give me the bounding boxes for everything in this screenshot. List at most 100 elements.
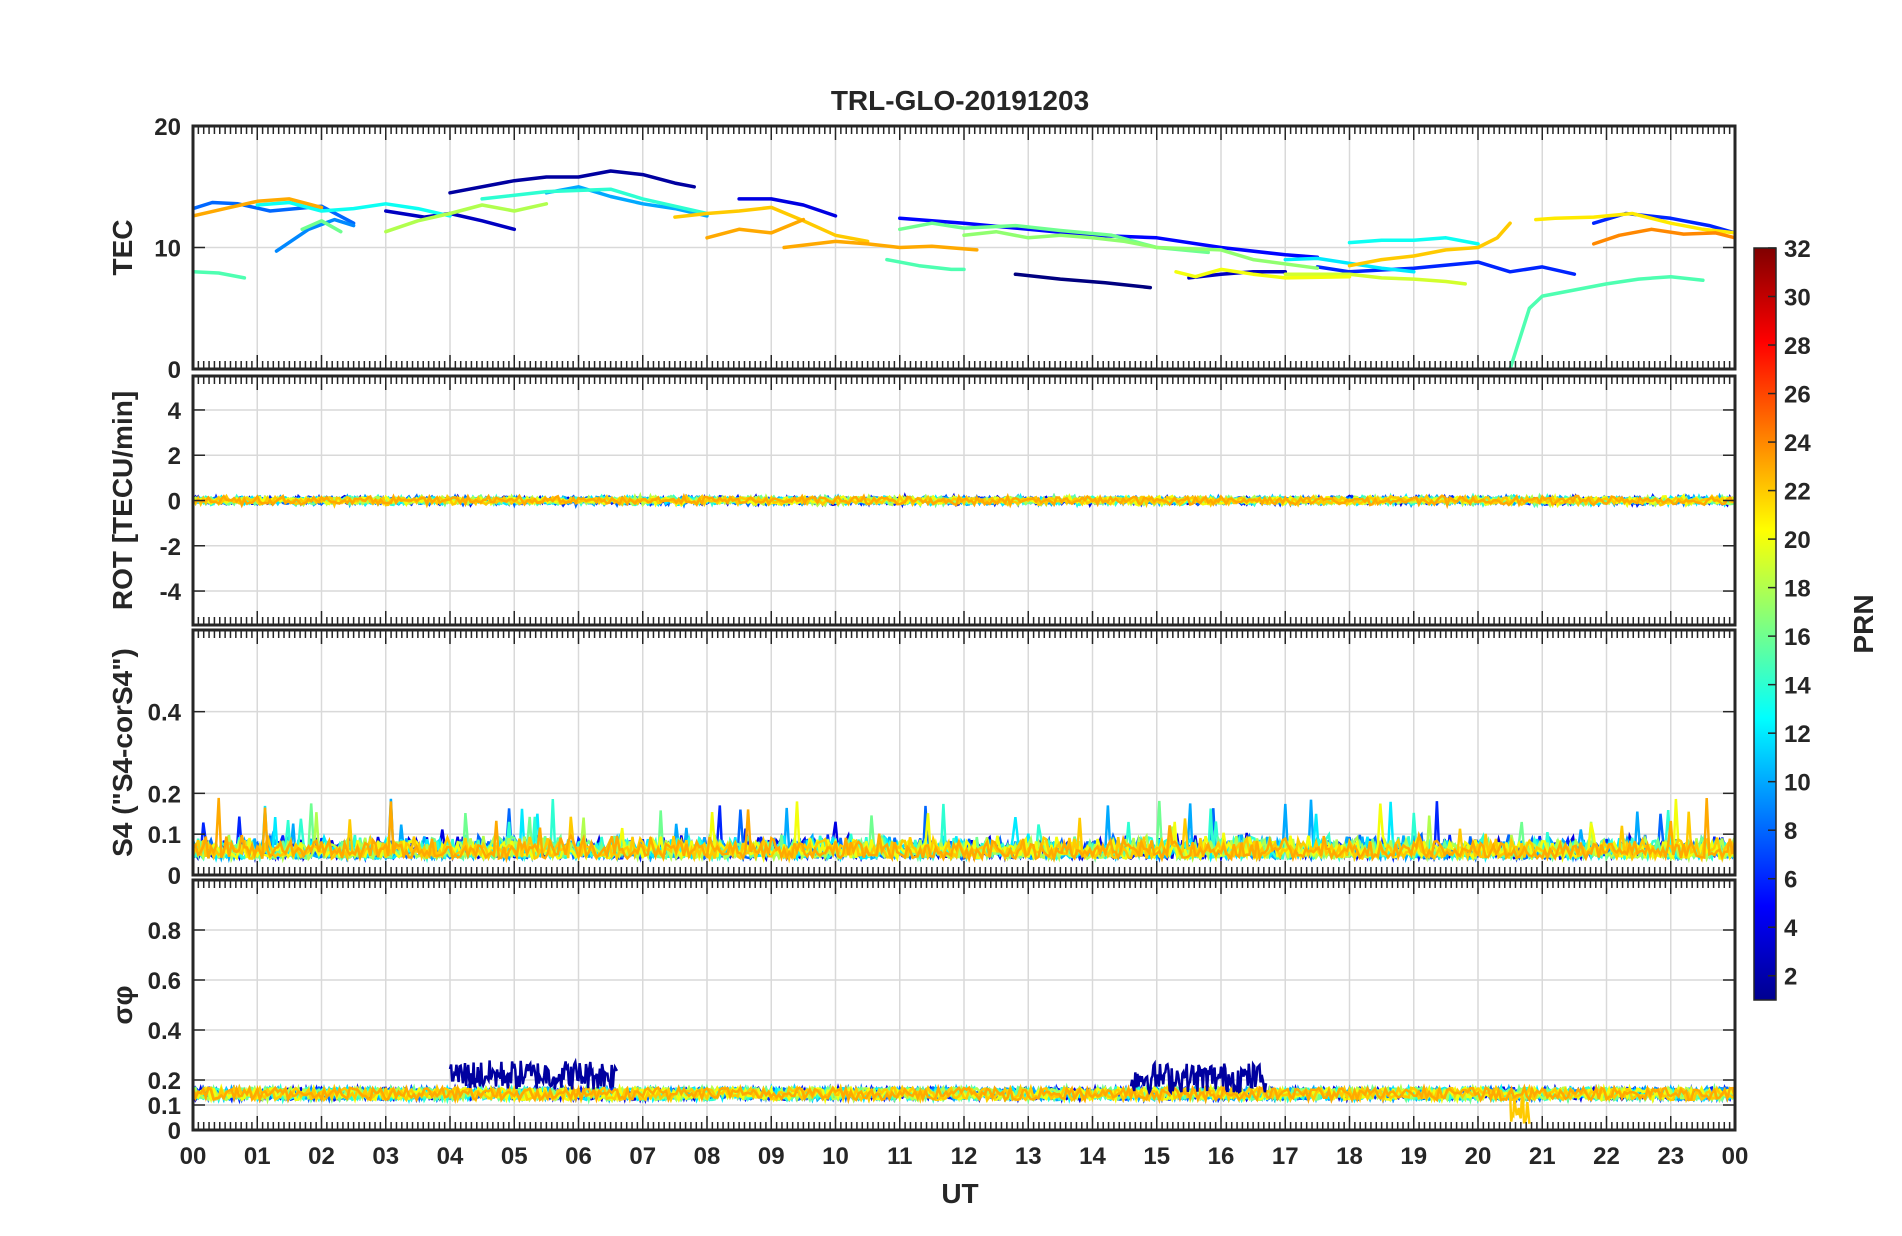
x-tick-label: 19 bbox=[1400, 1143, 1427, 1170]
x-tick-label: 09 bbox=[758, 1143, 785, 1170]
colorbar-tick-label: 24 bbox=[1784, 430, 1811, 457]
tec-series-prn-2 bbox=[448, 169, 696, 195]
event-series-prn-22 bbox=[1508, 1095, 1531, 1124]
colorbar-tick-label: 2 bbox=[1784, 964, 1797, 991]
tec-series-prn-4 bbox=[737, 197, 838, 218]
tec-series-prn-15 bbox=[885, 257, 966, 272]
y-axis-label: S4 ("S4-corS4") bbox=[107, 648, 138, 857]
y-tick-label: 0 bbox=[168, 863, 181, 890]
colorbar-tick-label: 32 bbox=[1784, 236, 1811, 263]
tec-series-prn-15 bbox=[193, 270, 247, 280]
tec-series-prn-1 bbox=[1013, 272, 1153, 290]
colorbar-tick-label: 10 bbox=[1784, 770, 1811, 797]
y-tick-label: 0 bbox=[168, 357, 181, 384]
x-tick-label: 14 bbox=[1079, 1143, 1106, 1170]
x-tick-label: 21 bbox=[1529, 1143, 1556, 1170]
y-tick-label: 0.4 bbox=[148, 1018, 182, 1045]
noise-series-prn-23 bbox=[193, 492, 1735, 510]
noise-series-prn-23 bbox=[193, 1083, 1735, 1105]
tec-series-prn-22 bbox=[1347, 221, 1512, 268]
event-series-prn-2 bbox=[448, 1057, 619, 1090]
tec-series-prn-10 bbox=[544, 185, 709, 218]
panel-rot: -4 -2 0 2 4 ROT [TECU/min] bbox=[107, 374, 1737, 627]
event-series-prn-2 bbox=[1129, 1059, 1268, 1096]
colorbar-tick-label: 6 bbox=[1784, 867, 1797, 894]
y-tick-label: 0.1 bbox=[148, 822, 181, 849]
colorbar-tick-label: 28 bbox=[1784, 333, 1811, 360]
x-tick-label: 04 bbox=[437, 1143, 464, 1170]
panel-data bbox=[193, 169, 1735, 369]
x-tick-label: 05 bbox=[501, 1143, 528, 1170]
y-tick-label: -4 bbox=[160, 579, 182, 606]
y-axis-label: ROT [TECU/min] bbox=[107, 391, 138, 610]
colorbar-label: PRN bbox=[1848, 594, 1879, 653]
x-tick-label: 06 bbox=[565, 1143, 592, 1170]
x-tick-label: 03 bbox=[372, 1143, 399, 1170]
tec-series-prn-23 bbox=[705, 217, 806, 240]
x-tick-label: 22 bbox=[1593, 1143, 1620, 1170]
x-tick-label: 01 bbox=[244, 1143, 271, 1170]
x-tick-label: 00 bbox=[1722, 1143, 1749, 1170]
colorbar-tick-label: 20 bbox=[1784, 527, 1811, 554]
x-tick-label: 00 bbox=[180, 1143, 207, 1170]
y-tick-label: 10 bbox=[154, 236, 181, 263]
x-tick-label: 07 bbox=[629, 1143, 656, 1170]
y-tick-label: 0 bbox=[168, 489, 181, 516]
y-tick-label: 0.4 bbox=[148, 700, 182, 727]
y-tick-label: 0.8 bbox=[148, 918, 181, 945]
y-tick-label: -2 bbox=[160, 534, 181, 561]
x-tick-label: 23 bbox=[1657, 1143, 1684, 1170]
tec-series-prn-9 bbox=[274, 217, 356, 253]
y-tick-label: 0.2 bbox=[148, 1068, 181, 1095]
y-tick-label: 0 bbox=[168, 1118, 181, 1145]
y-tick-label: 2 bbox=[168, 443, 181, 470]
y-axis-label: TEC bbox=[107, 220, 138, 276]
y-tick-label: 0.2 bbox=[148, 781, 181, 808]
colorbar-tick-label: 14 bbox=[1784, 673, 1811, 700]
x-tick-label: 18 bbox=[1336, 1143, 1363, 1170]
colorbar-tick-label: 26 bbox=[1784, 382, 1811, 409]
panel-data bbox=[193, 491, 1735, 510]
noise-series-prn-22 bbox=[193, 1083, 1735, 1105]
tec-series-prn-18 bbox=[384, 202, 549, 234]
colorbar-tick-label: 16 bbox=[1784, 624, 1811, 651]
tec-series-prn-17 bbox=[962, 229, 1320, 270]
tec-series-prn-13 bbox=[1347, 236, 1480, 246]
panel-s4: 0 0.1 0.2 0.4 S4 ("S4-corS4") bbox=[107, 628, 1737, 890]
colorbar-tick-label: 18 bbox=[1784, 576, 1811, 603]
x-tick-label: 11 bbox=[887, 1143, 912, 1170]
y-tick-label: 20 bbox=[154, 114, 181, 141]
tec-series-prn-23 bbox=[193, 197, 324, 218]
tec-series-prn-23 bbox=[782, 239, 979, 252]
colorbar-tick-label: 30 bbox=[1784, 285, 1811, 312]
x-tick-label: 13 bbox=[1015, 1143, 1042, 1170]
x-axis-label: UT bbox=[941, 1178, 978, 1209]
y-tick-label: 4 bbox=[168, 398, 182, 425]
colorbar-tick-label: 4 bbox=[1784, 915, 1798, 942]
x-tick-label: 08 bbox=[694, 1143, 721, 1170]
tec-series-prn-13 bbox=[255, 200, 452, 218]
tec-series-prn-24 bbox=[1591, 227, 1735, 246]
noise-series-prn-22 bbox=[193, 811, 1735, 864]
tec-series-prn-20 bbox=[1174, 267, 1352, 280]
colorbar-tick-label: 8 bbox=[1784, 818, 1797, 845]
colorbar-tick-label: 22 bbox=[1784, 479, 1811, 506]
y-tick-label: 0.1 bbox=[148, 1093, 181, 1120]
panel-sigma-phi: 00.10.2 0.4 0.6 0.8 σφ 00 01 02 03 04 05 06 07 08 09 10… bbox=[107, 878, 1749, 1170]
x-tick-label: 02 bbox=[308, 1143, 335, 1170]
panel-data bbox=[193, 1057, 1735, 1124]
colorbar-tick-label: 12 bbox=[1784, 721, 1811, 748]
tec-series-prn-15 bbox=[1508, 274, 1705, 369]
panel-data bbox=[193, 797, 1735, 864]
tec-series-prn-22 bbox=[673, 205, 870, 244]
y-tick-label: 0.6 bbox=[148, 968, 181, 995]
x-tick-label: 16 bbox=[1208, 1143, 1235, 1170]
x-tick-label: 12 bbox=[951, 1143, 978, 1170]
tec-series-prn-14 bbox=[480, 187, 709, 216]
tec-series-prn-6 bbox=[1315, 260, 1577, 276]
tec-series-prn-21 bbox=[1534, 211, 1735, 235]
